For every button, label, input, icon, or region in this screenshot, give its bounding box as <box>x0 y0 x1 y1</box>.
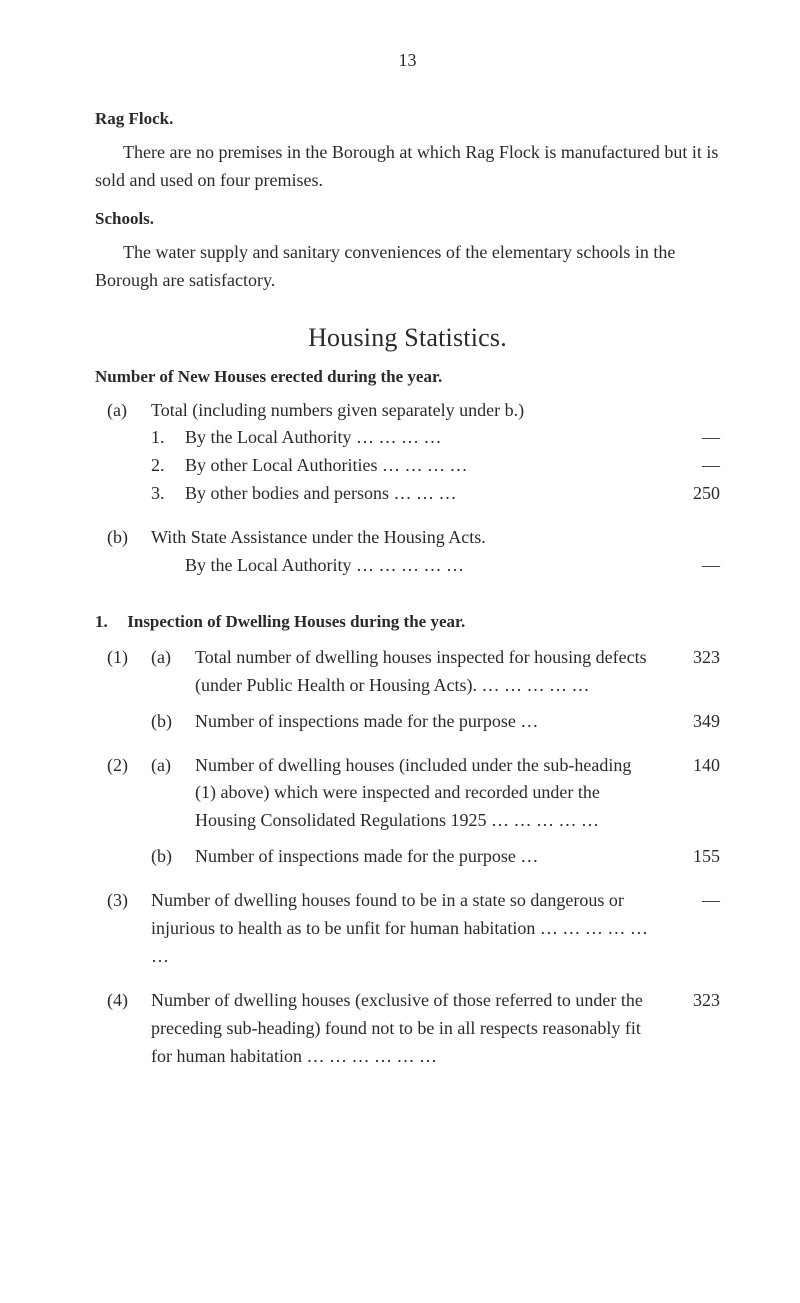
entry-b-text: With State Assistance under the Housing … <box>151 524 654 552</box>
item-3-text: Number of dwelling houses found to be in… <box>151 887 654 971</box>
item-3: (3) Number of dwelling houses found to b… <box>95 887 720 971</box>
item-3-value: — <box>654 887 720 971</box>
item-1a-marker: (a) <box>151 644 195 700</box>
entry-a: (a) Total (including numbers given separ… <box>95 397 720 425</box>
schools-paragraph: The water supply and sanitary convenienc… <box>95 239 720 295</box>
item-1b-value: 349 <box>654 708 720 736</box>
page-number: 13 <box>95 50 720 71</box>
sub-entry-1: 1. By the Local Authority … … … … — <box>95 424 720 452</box>
inspection-heading: 1. Inspection of Dwelling Houses during … <box>95 612 720 632</box>
sub-marker-1: 1. <box>151 424 185 452</box>
sub-marker-2: 2. <box>151 452 185 480</box>
item-2-marker: (2) <box>95 752 151 836</box>
item-1b-marker-a <box>95 708 151 736</box>
item-1b: (b) Number of inspections made for the p… <box>95 708 720 736</box>
document-page: 13 Rag Flock. There are no premises in t… <box>0 0 800 1303</box>
sub-entry-3: 3. By other bodies and persons … … … 250 <box>95 480 720 508</box>
inspection-heading-num: 1. <box>95 612 123 632</box>
sub-marker-3: 3. <box>151 480 185 508</box>
entry-b-value-blank <box>654 524 720 552</box>
item-2a-text: Number of dwelling houses (included unde… <box>195 752 654 836</box>
sub-entry-2: 2. By other Local Authorities … … … … — <box>95 452 720 480</box>
sub-text-3: By other bodies and persons … … … <box>185 480 654 508</box>
item-4: (4) Number of dwelling houses (exclusive… <box>95 987 720 1071</box>
item-2a-value: 140 <box>654 752 720 836</box>
entry-b-line2: By the Local Authority … … … … … — <box>95 552 720 580</box>
statistics-title: Housing Statistics. <box>95 323 720 353</box>
sub-value-3: 250 <box>654 480 720 508</box>
item-1a: (1) (a) Total number of dwelling houses … <box>95 644 720 700</box>
item-2a: (2) (a) Number of dwelling houses (inclu… <box>95 752 720 836</box>
sub-value-1: — <box>654 424 720 452</box>
item-2b-marker-b: (b) <box>151 843 195 871</box>
item-2b: (b) Number of inspections made for the p… <box>95 843 720 871</box>
item-2b-value: 155 <box>654 843 720 871</box>
item-4-marker: (4) <box>95 987 151 1071</box>
rag-flock-paragraph: There are no premises in the Borough at … <box>95 139 720 195</box>
sub-value-2: — <box>654 452 720 480</box>
item-2b-marker-a <box>95 843 151 871</box>
item-1b-marker-b: (b) <box>151 708 195 736</box>
rag-flock-heading: Rag Flock. <box>95 109 720 129</box>
sub-text-2: By other Local Authorities … … … … <box>185 452 654 480</box>
entry-b-line2-text: By the Local Authority … … … … … <box>185 552 654 580</box>
item-4-value: 323 <box>654 987 720 1071</box>
entry-a-text: Total (including numbers given separatel… <box>151 397 654 425</box>
item-2a-marker: (a) <box>151 752 195 836</box>
marker-a: (a) <box>95 397 151 425</box>
item-1-marker: (1) <box>95 644 151 700</box>
item-1b-text: Number of inspections made for the purpo… <box>195 708 654 736</box>
entry-b-line2-value: — <box>654 552 720 580</box>
entry-a-value <box>654 397 720 425</box>
item-1a-value: 323 <box>654 644 720 700</box>
marker-b: (b) <box>95 524 151 552</box>
entry-b-line2-marker <box>151 552 185 580</box>
new-houses-heading: Number of New Houses erected during the … <box>95 367 720 387</box>
inspection-heading-text: Inspection of Dwelling Houses during the… <box>127 612 465 631</box>
item-1a-text: Total number of dwelling houses inspecte… <box>195 644 654 700</box>
item-4-text: Number of dwelling houses (exclusive of … <box>151 987 654 1071</box>
sub-text-1: By the Local Authority … … … … <box>185 424 654 452</box>
item-3-marker: (3) <box>95 887 151 971</box>
schools-heading: Schools. <box>95 209 720 229</box>
item-2b-text: Number of inspections made for the purpo… <box>195 843 654 871</box>
entry-b: (b) With State Assistance under the Hous… <box>95 524 720 552</box>
